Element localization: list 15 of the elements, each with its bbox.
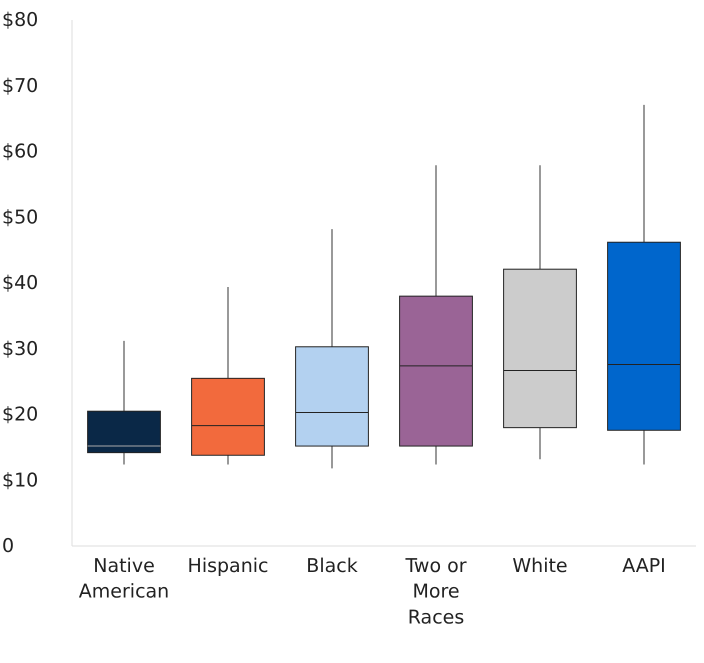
y-tick-label: $60 [2, 140, 38, 163]
y-tick-label: $30 [2, 338, 38, 360]
x-tick-label: Two or More Races [404, 555, 467, 628]
y-tick-label: $70 [2, 74, 38, 97]
x-tick-label: White [512, 555, 568, 577]
x-tick-label: AAPI [622, 555, 666, 577]
y-tick-label: $40 [2, 272, 38, 294]
y-tick-label: $80 [2, 9, 38, 32]
y-tick-label: 0 [2, 535, 14, 558]
x-tick-label: Black [306, 555, 358, 577]
x-tick-label: Native American [78, 555, 170, 603]
y-tick-label: $10 [2, 469, 38, 492]
y-tick-label: $20 [2, 404, 38, 426]
y-tick-label: $50 [2, 206, 38, 228]
x-tick-label: Hispanic [188, 555, 268, 577]
